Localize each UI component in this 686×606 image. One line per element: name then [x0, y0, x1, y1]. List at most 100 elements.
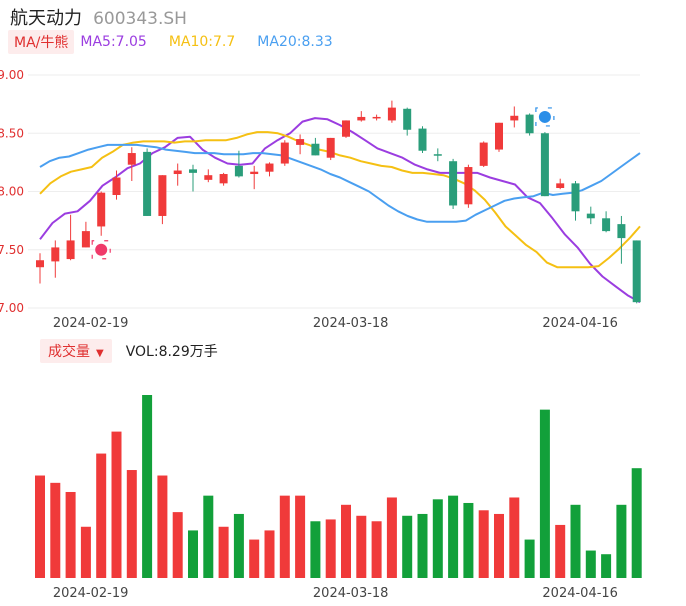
candle-body [250, 171, 259, 175]
volume-bars [35, 395, 642, 578]
x-tick-label: 2024-04-16 [542, 316, 618, 331]
candle-body [51, 247, 60, 262]
ma20-legend: MA20:8.33 [257, 34, 333, 50]
volume-bar [111, 431, 122, 578]
x-tick-label: 2024-02-19 [53, 316, 129, 331]
candle-body [296, 139, 305, 145]
candle-body [525, 114, 534, 134]
x-tick-label: 2024-04-16 [542, 586, 618, 601]
volume-bar [203, 495, 214, 578]
volume-bar [96, 453, 107, 578]
price-y-axis: 9.00 8.50 8.00 7.50 7.00 [0, 68, 24, 315]
volume-bar [402, 515, 413, 578]
y-tick-label: 8.00 [0, 185, 24, 199]
y-tick-label: 9.00 [0, 68, 24, 82]
y-tick-label: 8.50 [0, 126, 24, 140]
candle-body [66, 240, 75, 260]
candlesticks [36, 100, 641, 304]
volume-bar [509, 497, 520, 578]
volume-bar [295, 495, 306, 578]
candle-body [112, 177, 121, 195]
volume-bar [601, 554, 612, 578]
volume-bar [65, 491, 76, 578]
ma20-line [39, 143, 641, 223]
ma5-line [39, 117, 641, 304]
volume-bar [585, 550, 596, 578]
stock-name: 航天动力 [10, 8, 82, 29]
volume-bar [371, 521, 382, 578]
volume-bar [310, 521, 321, 578]
candle-body [571, 183, 580, 212]
candle-body [204, 175, 213, 180]
candle-body [403, 108, 412, 130]
volume-indicator-label: 成交量 [48, 344, 90, 360]
candle-body [449, 161, 458, 206]
volume-bar [478, 510, 489, 578]
candle-body [127, 153, 136, 165]
candle-body [617, 224, 626, 239]
volume-bar [494, 513, 504, 578]
volume-bar [142, 395, 153, 578]
price-grid [28, 74, 640, 309]
volume-bar [172, 512, 183, 578]
volume-x-axis: 2024-02-19 2024-03-18 2024-04-16 [53, 586, 618, 601]
ma-toggle-button[interactable]: MA/牛熊 [8, 30, 75, 54]
volume-bar [218, 526, 229, 578]
y-tick-label: 7.50 [0, 243, 24, 257]
ma5-legend: MA5:7.05 [80, 34, 147, 50]
volume-bar [279, 495, 290, 578]
volume-bar [325, 519, 336, 578]
candle-body [632, 240, 641, 303]
candle-body [479, 142, 488, 166]
ma-legend: MA/牛熊 MA5:7.05 MA10:7.7 MA20:8.33 [8, 30, 355, 54]
volume-bar [448, 495, 459, 578]
volume-bar [188, 530, 198, 578]
candle-body [372, 116, 381, 119]
volume-bar [35, 475, 45, 578]
candle-body [464, 167, 473, 205]
candle-body [158, 175, 167, 216]
signal-frame [91, 240, 111, 260]
volume-bar [264, 530, 275, 578]
volume-bar [233, 513, 244, 578]
stock-code: 600343.SH [93, 9, 187, 29]
candle-body [433, 154, 442, 156]
moving-average-lines [39, 117, 641, 304]
candle-body [219, 174, 228, 184]
volume-bar [157, 475, 168, 578]
candle-body [387, 107, 396, 121]
volume-bar [432, 499, 443, 578]
ma10-legend: MA10:7.7 [168, 34, 236, 50]
volume-bar [631, 468, 642, 578]
volume-bar [80, 526, 91, 578]
volume-bar [463, 502, 474, 578]
volume-bar [386, 497, 397, 578]
volume-legend: 成交量 ▼ VOL:8.29万手 [40, 339, 218, 363]
signal-markers [91, 107, 555, 260]
x-tick-label: 2024-03-18 [313, 586, 389, 601]
candle-body [143, 151, 152, 216]
x-tick-label: 2024-03-18 [313, 316, 389, 331]
volume-bar [570, 504, 581, 578]
signal-dot [538, 110, 551, 123]
volume-value: VOL:8.29万手 [125, 344, 218, 360]
volume-bar [555, 524, 566, 578]
price-x-axis: 2024-02-19 2024-03-18 2024-04-16 [53, 316, 618, 331]
x-tick-label: 2024-02-19 [53, 586, 129, 601]
candle-body [36, 260, 44, 268]
candle-body [556, 183, 565, 189]
candle-body [586, 213, 595, 219]
signal-frame [535, 107, 555, 127]
candle-body [495, 122, 503, 150]
volume-bar [356, 515, 367, 578]
volume-indicator-dropdown[interactable]: 成交量 ▼ [40, 339, 112, 363]
sell-signal-icon [535, 107, 555, 127]
candle-body [189, 169, 197, 173]
y-tick-label: 7.00 [0, 301, 24, 315]
buy-signal-icon [91, 240, 111, 260]
candle-body [234, 165, 243, 177]
ma10-line [39, 131, 641, 269]
candle-body [311, 143, 320, 156]
candle-body [418, 128, 427, 151]
